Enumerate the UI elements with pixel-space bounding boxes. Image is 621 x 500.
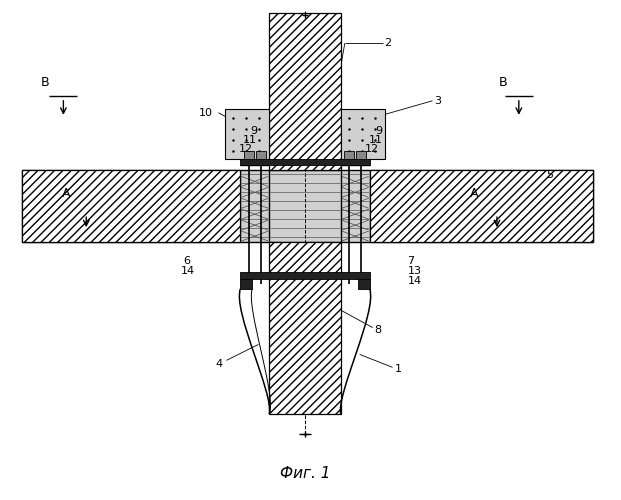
Text: 11: 11 [242, 134, 256, 144]
Text: 2: 2 [384, 38, 392, 48]
Text: A: A [470, 187, 478, 200]
Bar [240, 170, 270, 242]
Text: 12: 12 [238, 144, 253, 154]
Text: 14: 14 [181, 266, 195, 276]
Text: B: B [499, 76, 507, 90]
Text: 3: 3 [434, 96, 442, 106]
Bar [356, 150, 366, 158]
Text: A: A [62, 187, 71, 200]
Text: B: B [41, 76, 50, 90]
Bar [225, 109, 270, 158]
Text: 9: 9 [376, 126, 383, 136]
Text: 1: 1 [394, 364, 402, 374]
Bar [240, 272, 369, 279]
Text: 8: 8 [374, 324, 382, 334]
Text: 10: 10 [199, 108, 212, 118]
Polygon shape [22, 170, 240, 242]
Bar [240, 158, 369, 166]
Text: 9: 9 [250, 126, 258, 136]
Bar [358, 279, 369, 289]
Text: 11: 11 [369, 134, 383, 144]
Text: 4: 4 [215, 360, 223, 370]
Bar [256, 150, 266, 158]
Text: 6: 6 [184, 256, 191, 266]
Polygon shape [369, 170, 594, 242]
Text: 5: 5 [546, 170, 554, 180]
Text: 14: 14 [407, 276, 422, 286]
Text: Фиг. 1: Фиг. 1 [280, 466, 330, 481]
Text: 12: 12 [365, 144, 379, 154]
Text: 13: 13 [407, 266, 422, 276]
Bar [240, 279, 252, 289]
Bar [341, 170, 369, 242]
Bar [270, 242, 341, 414]
Bar [245, 150, 255, 158]
Bar [344, 150, 354, 158]
Bar [270, 14, 341, 170]
Bar [341, 109, 384, 158]
Text: 7: 7 [407, 256, 415, 266]
Bar [270, 170, 341, 242]
